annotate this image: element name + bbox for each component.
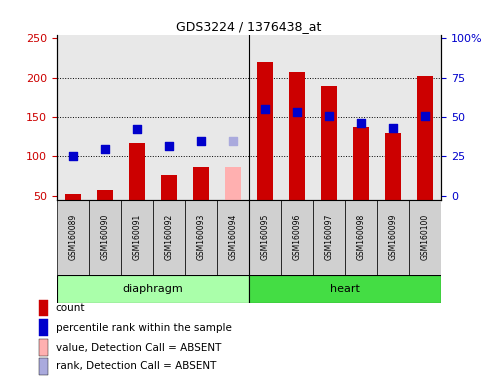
Point (293, 109, 301, 115)
Bar (153, 200, 185, 275)
Text: count: count (56, 303, 85, 313)
Text: GSM160095: GSM160095 (260, 214, 270, 260)
Point (101, 146, 108, 152)
Text: GSM160096: GSM160096 (292, 214, 302, 260)
Text: heart: heart (330, 284, 360, 294)
Text: GSM160092: GSM160092 (164, 214, 174, 260)
Bar (65, 194, 81, 200)
Bar (89, 200, 121, 275)
Text: value, Detection Call = ABSENT: value, Detection Call = ABSENT (56, 343, 221, 353)
Bar (39, 339, 48, 356)
Point (133, 126, 141, 132)
Text: GSM160089: GSM160089 (68, 214, 77, 260)
Bar (185, 200, 217, 275)
Text: diaphragm: diaphragm (122, 284, 183, 294)
Point (357, 119, 365, 126)
Bar (249, 275, 441, 303)
Point (197, 137, 205, 144)
Text: GSM160090: GSM160090 (100, 214, 109, 260)
Bar (57, 275, 249, 303)
Point (325, 113, 333, 119)
Bar (417, 76, 433, 200)
Point (69, 153, 77, 159)
Bar (353, 127, 369, 200)
Bar (313, 200, 345, 275)
Text: GSM160098: GSM160098 (356, 214, 366, 260)
Bar (97, 190, 113, 200)
Bar (257, 62, 273, 200)
Bar (161, 174, 177, 200)
Text: GSM160099: GSM160099 (388, 214, 398, 260)
Bar (121, 200, 153, 275)
Point (261, 106, 269, 113)
Text: GSM160097: GSM160097 (324, 214, 334, 260)
Bar (289, 72, 305, 200)
Bar (345, 200, 377, 275)
Text: percentile rank within the sample: percentile rank within the sample (56, 323, 232, 333)
Bar (409, 200, 441, 275)
Bar (39, 319, 48, 336)
Point (229, 137, 237, 144)
Bar (281, 200, 313, 275)
Bar (39, 358, 48, 375)
Point (389, 125, 397, 131)
Title: GDS3224 / 1376438_at: GDS3224 / 1376438_at (176, 20, 321, 33)
Bar (217, 200, 249, 275)
Text: GSM160093: GSM160093 (196, 214, 206, 260)
Text: rank, Detection Call = ABSENT: rank, Detection Call = ABSENT (56, 361, 216, 371)
Point (165, 143, 173, 149)
Bar (129, 143, 145, 200)
Bar (249, 200, 281, 275)
Bar (225, 167, 241, 200)
Bar (321, 86, 337, 200)
Bar (57, 200, 89, 275)
Bar (377, 200, 409, 275)
Bar (39, 300, 48, 316)
Text: GSM160091: GSM160091 (132, 214, 141, 260)
Text: GSM160100: GSM160100 (421, 214, 430, 260)
Text: GSM160094: GSM160094 (228, 214, 238, 260)
Bar (193, 167, 209, 200)
Point (421, 113, 429, 119)
Bar (385, 133, 401, 200)
